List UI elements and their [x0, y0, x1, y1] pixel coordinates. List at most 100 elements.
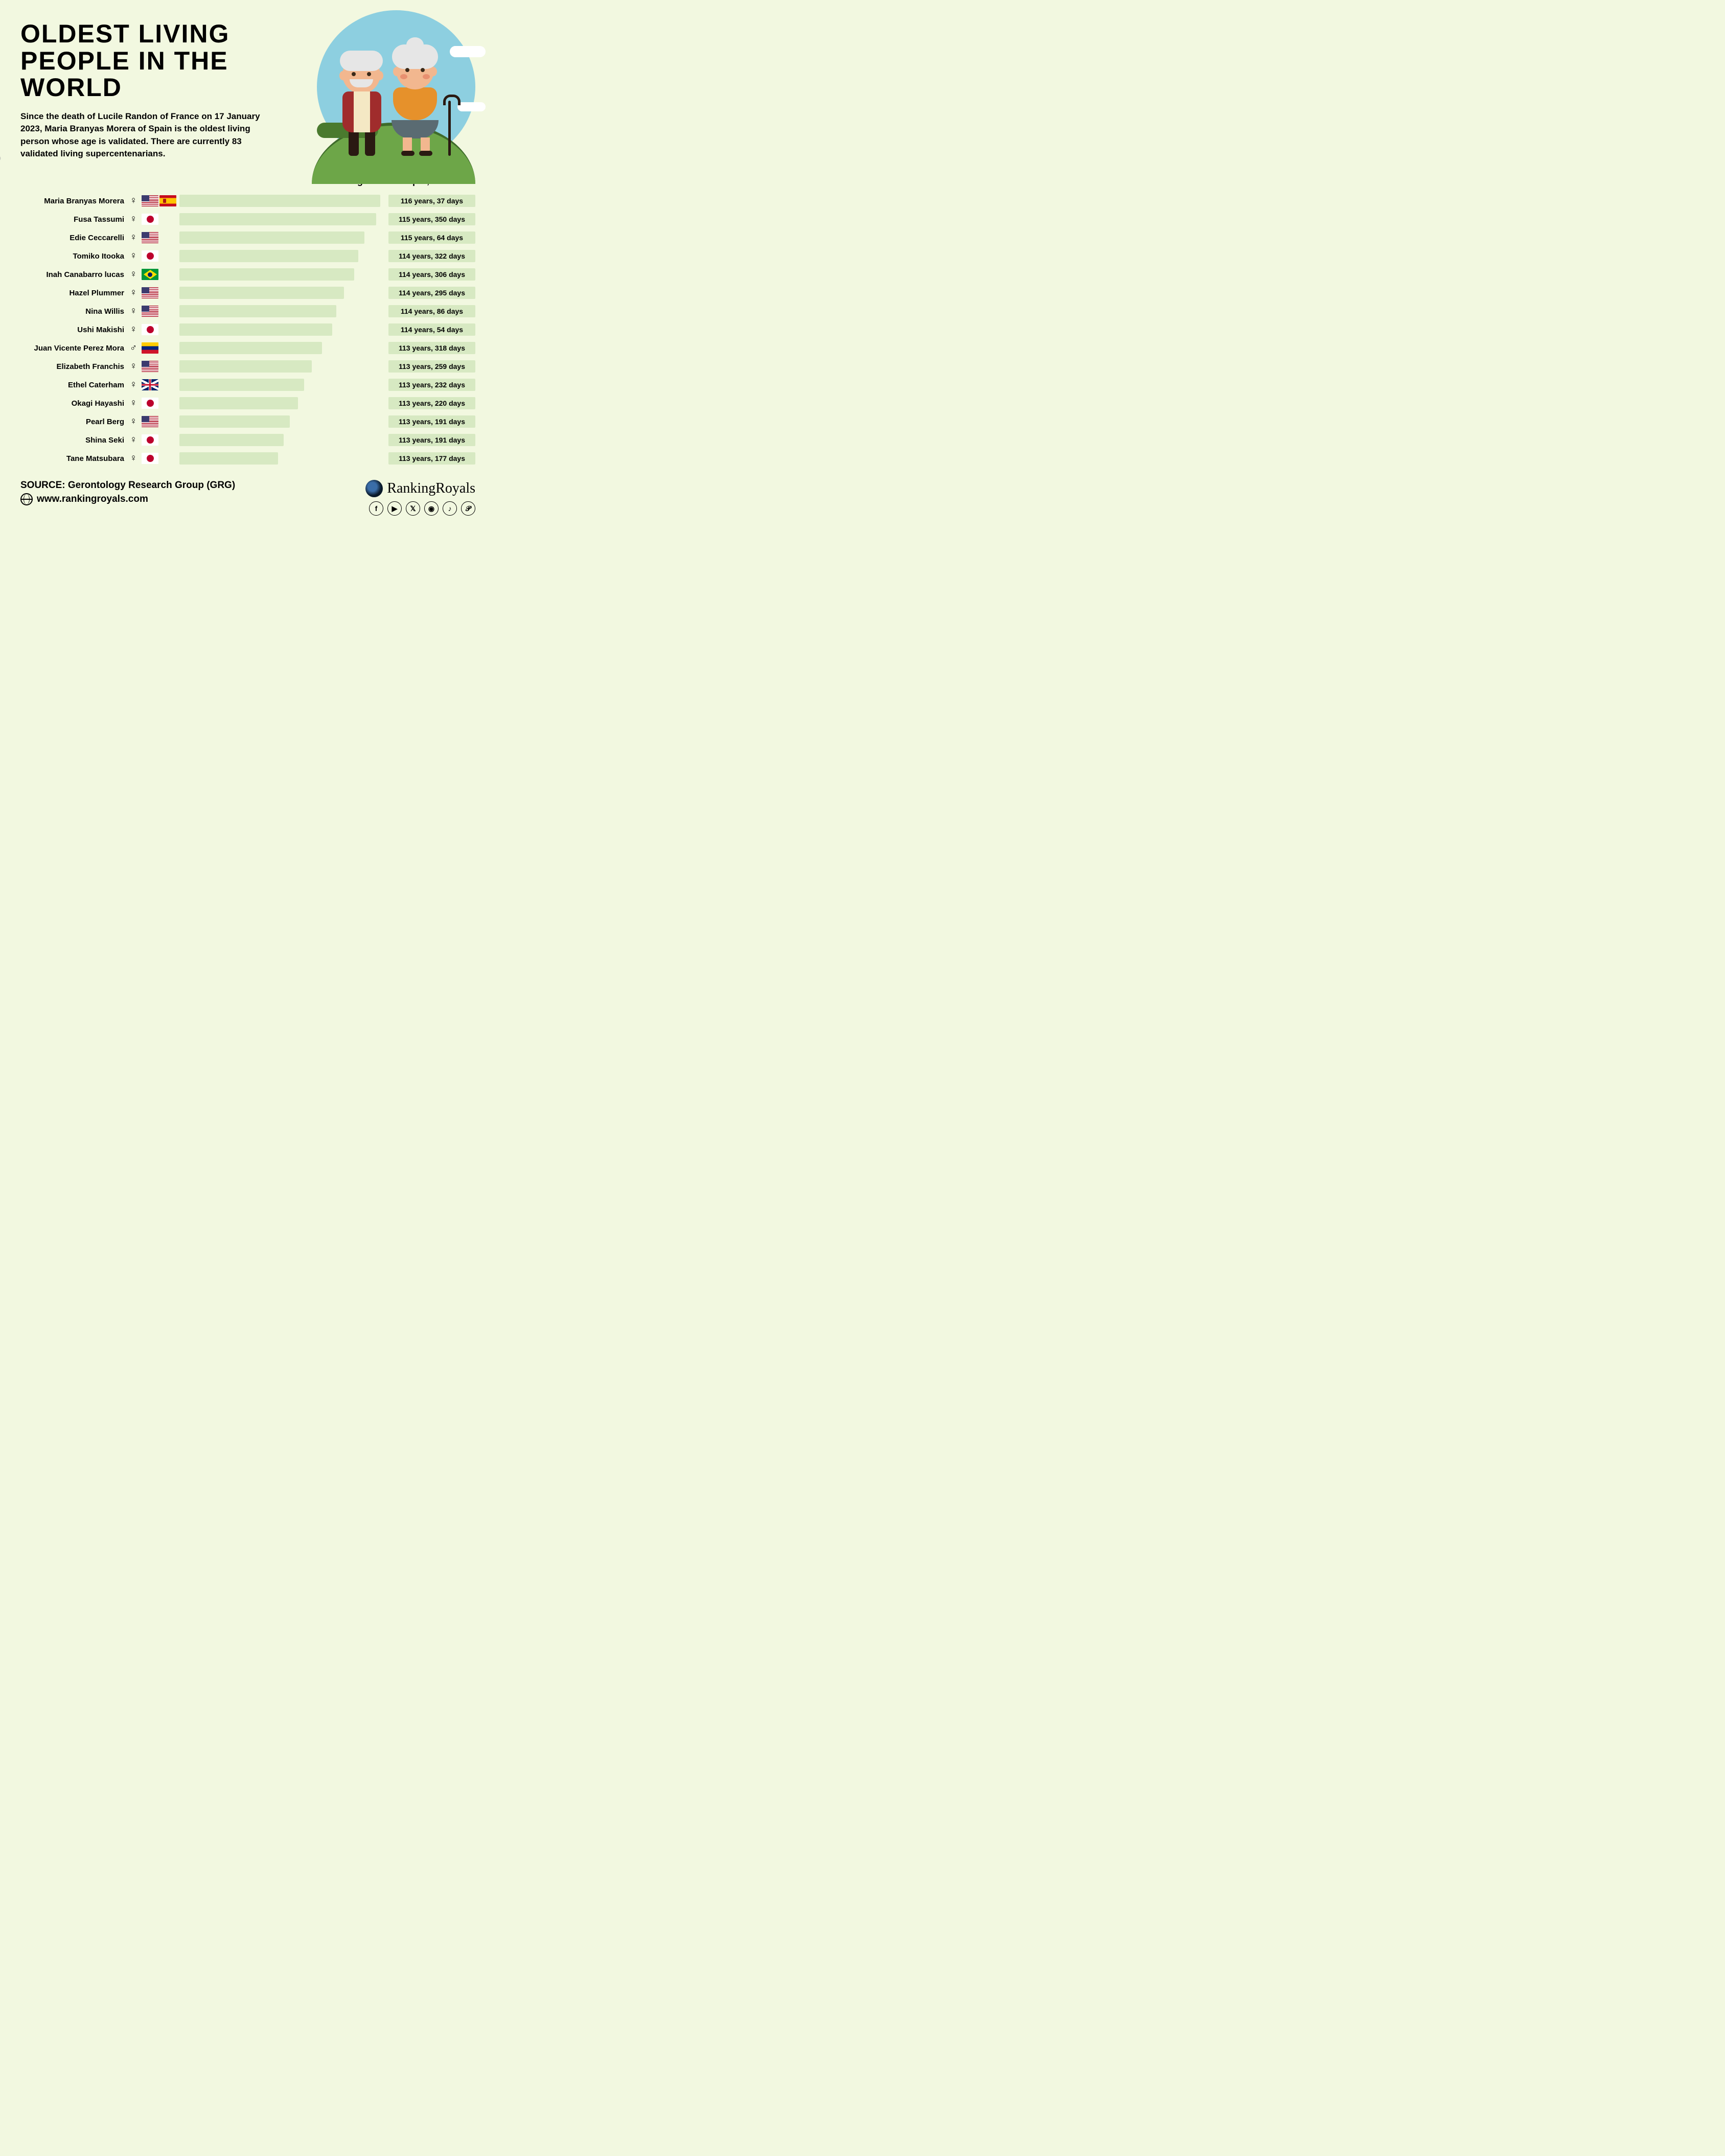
female-icon: ♀: [128, 434, 139, 446]
male-icon: ♂: [128, 342, 139, 354]
flag-jp-icon: [142, 453, 158, 464]
chart-row: Hazel Plummer♀ 114 years, 295 days: [20, 284, 475, 302]
flag-us-icon: [142, 232, 158, 243]
flag-jp-icon: [142, 434, 158, 446]
person-name: Inah Canabarro lucas: [20, 270, 125, 279]
age-bar: [179, 213, 376, 225]
flags: [142, 416, 176, 427]
flag-us-icon: [142, 195, 158, 206]
flags: [142, 398, 176, 409]
bar-track: [179, 231, 380, 244]
female-icon: ♀: [128, 250, 139, 262]
age-label: 114 years, 295 days: [388, 287, 475, 299]
age-label: 114 years, 306 days: [388, 268, 475, 281]
chart-row: Edie Ceccarelli♀115 years, 64 days: [20, 228, 475, 247]
age-bar: [179, 415, 290, 428]
flag-br-icon: [142, 269, 158, 280]
person-name: Fusa Tassumi: [20, 215, 125, 224]
flags: [142, 434, 176, 446]
flags: [142, 214, 176, 225]
flag-jp-icon: [142, 398, 158, 409]
female-icon: ♀: [128, 195, 139, 206]
elderly-couple-illustration: [286, 10, 480, 184]
age-bar: [179, 287, 344, 299]
flags: [142, 250, 176, 262]
age-label: 113 years, 259 days: [388, 360, 475, 373]
age-bar: [179, 434, 284, 446]
youtube-icon[interactable]: ▶: [387, 501, 402, 516]
chart-row: Maria Branyas Morera♀116 years, 37 days: [20, 192, 475, 210]
age-bar: [179, 379, 304, 391]
flag-us-icon: [142, 361, 158, 372]
person-name: Tane Matsubara: [20, 454, 125, 463]
age-bar: [179, 360, 312, 373]
female-icon: ♀: [128, 269, 139, 280]
person-name: Hazel Plummer: [20, 289, 125, 297]
bar-track: [179, 379, 380, 391]
chart-row: Juan Vicente Perez Mora♂113 years, 318 d…: [20, 339, 475, 357]
tiktok-icon[interactable]: ♪: [443, 501, 457, 516]
female-icon: ♀: [128, 287, 139, 298]
instagram-icon[interactable]: ◉: [424, 501, 439, 516]
chart-row: Pearl Berg♀113 years, 191 days: [20, 412, 475, 431]
age-label: 115 years, 350 days: [388, 213, 475, 225]
female-icon: ♀: [128, 398, 139, 409]
bar-track: [179, 250, 380, 262]
age-bar: [179, 268, 354, 281]
flag-us-icon: [142, 287, 158, 298]
flags: [142, 361, 176, 372]
twitter-icon[interactable]: 𝕏: [406, 501, 420, 516]
person-name: Maria Branyas Morera: [20, 197, 125, 205]
pinterest-icon[interactable]: 𝒫: [461, 501, 475, 516]
age-label: 113 years, 191 days: [388, 415, 475, 428]
person-name: Okagi Hayashi: [20, 399, 125, 408]
bar-track: [179, 342, 380, 354]
flag-jp-icon: [142, 324, 158, 335]
age-label: 113 years, 191 days: [388, 434, 475, 446]
bar-track: [179, 452, 380, 465]
person-name: Shina Seki: [20, 436, 125, 445]
flag-us-icon: [142, 416, 158, 427]
female-icon: ♀: [128, 232, 139, 243]
facebook-icon[interactable]: f: [369, 501, 383, 516]
bar-track: [179, 397, 380, 409]
flags: [142, 232, 176, 243]
bar-track: [179, 323, 380, 336]
chart-row: Fusa Tassumi♀115 years, 350 days: [20, 210, 475, 228]
url-text: www.rankingroyals.com: [37, 494, 148, 505]
website-url: www.rankingroyals.com: [20, 493, 235, 505]
chart-row: Elizabeth Franchis♀ 113 years, 259 days: [20, 357, 475, 376]
age-label: 114 years, 86 days: [388, 305, 475, 317]
age-label: 115 years, 64 days: [388, 231, 475, 244]
bar-track: [179, 360, 380, 373]
old-woman-icon: [396, 52, 439, 156]
flags: [142, 324, 176, 335]
age-label: 113 years, 177 days: [388, 452, 475, 465]
age-label: 114 years, 54 days: [388, 323, 475, 336]
person-name: Juan Vicente Perez Mora: [20, 344, 125, 353]
female-icon: ♀: [128, 416, 139, 427]
female-icon: ♀: [128, 306, 139, 317]
bar-track: [179, 415, 380, 428]
age-bar: [179, 323, 332, 336]
person-name: Ushi Makishi: [20, 326, 125, 334]
age-label: 113 years, 220 days: [388, 397, 475, 409]
flag-jp-icon: [142, 214, 158, 225]
flag-gb-icon: [142, 379, 158, 390]
subtitle: Since the death of Lucile Randon of Fran…: [20, 110, 266, 161]
person-name: Elizabeth Franchis: [20, 362, 125, 371]
female-icon: ♀: [128, 361, 139, 372]
age-bar: [179, 397, 298, 409]
person-name: Tomiko Itooka: [20, 252, 125, 261]
flag-us-icon: [142, 306, 158, 317]
age-label: 113 years, 232 days: [388, 379, 475, 391]
bar-track: [179, 287, 380, 299]
flag-ve-icon: [142, 342, 158, 354]
flags: [142, 379, 176, 390]
age-bar: [179, 250, 358, 262]
female-icon: ♀: [128, 324, 139, 335]
person-name: Nina Willis: [20, 307, 125, 316]
header: OLDEST LIVING PEOPLE IN THE WORLD Since …: [20, 20, 475, 160]
female-icon: ♀: [128, 379, 139, 390]
flag-es-icon: [159, 195, 176, 206]
